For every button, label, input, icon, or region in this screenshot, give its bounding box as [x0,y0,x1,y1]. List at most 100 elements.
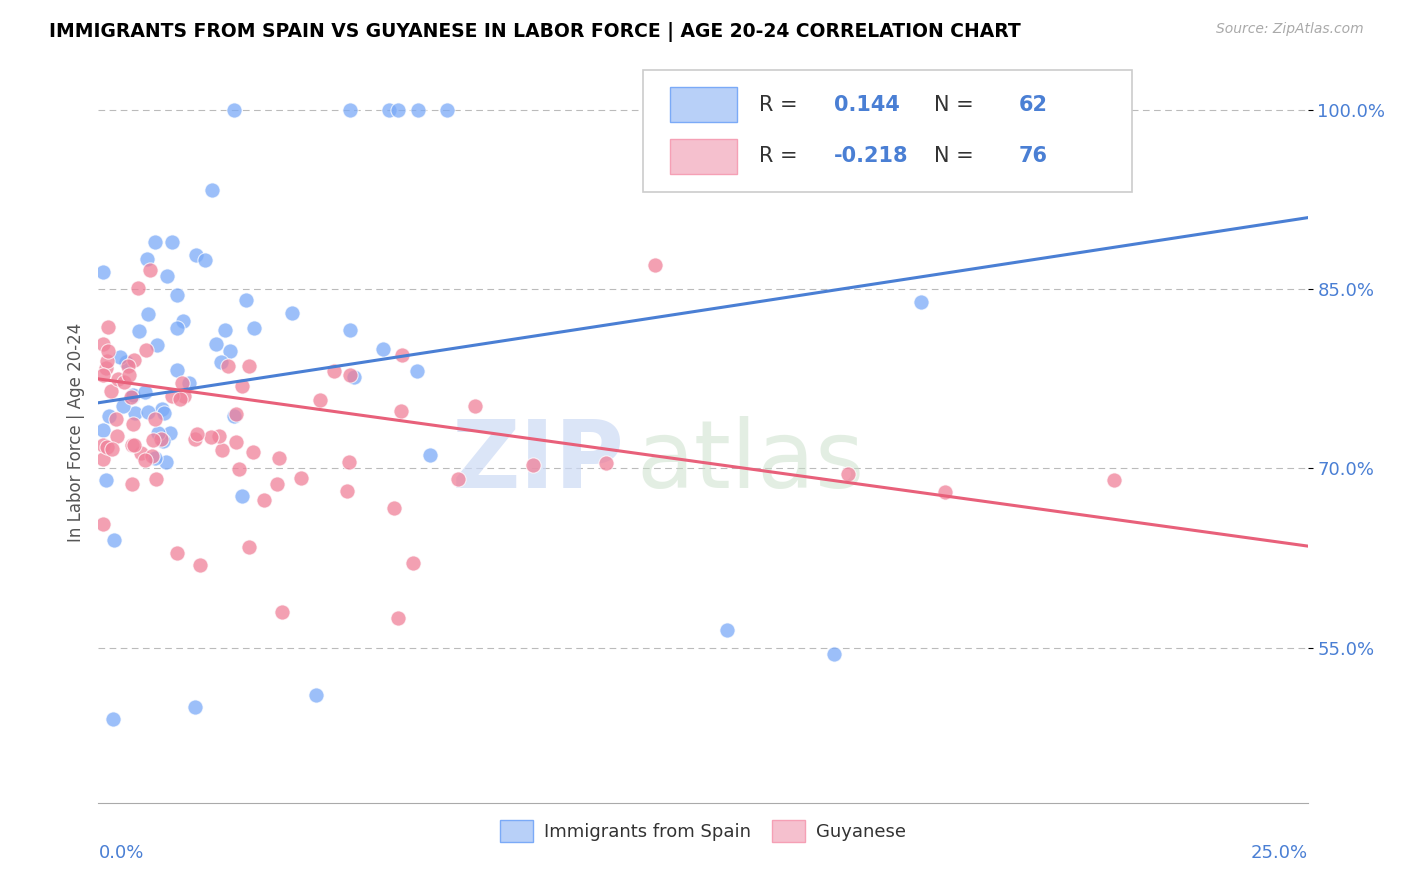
Point [183,432,205,446]
Point [141,449,163,463]
Point [382,500,405,515]
Point [122,353,145,368]
Point [447,472,470,486]
Point [91,451,114,466]
Text: -0.218: -0.218 [834,146,908,167]
Point [377,103,399,118]
Text: 0.0%: 0.0% [98,844,143,862]
Point [238,540,260,554]
Point [91,424,114,438]
Point [152,401,174,416]
Point [339,103,361,118]
Point [170,376,193,391]
Point [142,433,165,447]
Point [522,458,544,473]
Point [127,281,149,295]
Point [406,364,429,378]
Point [910,295,932,310]
Point [177,376,200,390]
Point [339,368,361,382]
Point [267,450,290,465]
Text: N =: N = [934,95,980,115]
Point [121,438,143,452]
Point [207,428,229,442]
FancyBboxPatch shape [671,138,737,174]
Point [115,354,138,368]
Point [111,399,134,413]
Point [217,359,239,373]
Point [146,426,169,441]
Point [184,700,207,714]
Text: R =: R = [759,146,804,167]
Text: R =: R = [759,95,804,115]
Point [135,343,157,357]
Point [166,287,188,301]
Point [105,412,128,426]
Point [108,351,131,365]
Point [96,441,118,455]
Point [253,492,276,507]
Point [91,265,114,279]
Point [194,253,217,268]
Point [166,363,188,377]
Point [238,359,260,373]
Point [281,306,304,320]
Point [139,263,162,277]
Point [118,368,141,382]
Point [97,343,120,358]
Point [243,320,266,334]
Point [145,235,167,249]
Point [103,533,125,547]
Point [235,293,257,307]
Point [205,336,228,351]
Point [595,456,617,470]
Point [464,399,486,413]
Point [934,485,956,500]
Text: 0.144: 0.144 [834,95,900,115]
Point [120,390,142,404]
Point [169,392,191,406]
Point [644,103,666,118]
Point [336,483,359,498]
Point [716,623,738,637]
Point [418,448,440,462]
Point [373,342,395,356]
Point [91,337,114,351]
Point [322,364,344,378]
Point [242,444,264,458]
Point [94,473,117,487]
Point [91,438,114,452]
Point [172,314,194,328]
Point [121,477,143,491]
Point [112,375,135,389]
Text: 62: 62 [1018,95,1047,115]
Point [406,103,429,118]
Text: ZIP: ZIP [451,417,624,508]
Point [94,361,117,376]
Point [96,354,118,368]
Legend: Immigrants from Spain, Guyanese: Immigrants from Spain, Guyanese [494,813,912,849]
Point [128,324,150,338]
Point [339,323,361,337]
Point [173,389,195,403]
Point [153,406,176,420]
Point [100,384,122,398]
Point [166,545,188,559]
Point [209,355,232,369]
Point [200,429,222,443]
Point [156,268,179,283]
Point [121,390,143,404]
Point [122,438,145,452]
Point [228,461,250,475]
Point [211,442,233,457]
Point [225,407,247,421]
Point [387,611,409,625]
Point [117,359,139,373]
Point [134,384,156,399]
Point [343,370,366,384]
Point [308,393,330,408]
Point [387,103,409,118]
Point [305,689,328,703]
Point [389,404,412,418]
Point [124,406,146,420]
